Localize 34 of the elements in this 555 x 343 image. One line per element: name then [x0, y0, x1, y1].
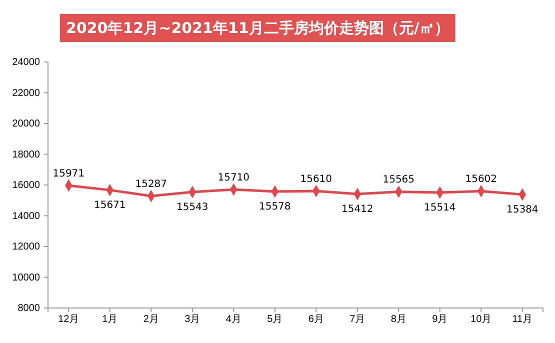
data-label: 15384 — [506, 204, 538, 216]
y-tick-label: 18000 — [12, 149, 40, 160]
x-tick-label: 6月 — [308, 314, 324, 326]
data-label: 15412 — [341, 204, 374, 216]
x-tick-label: 12月 — [58, 314, 80, 326]
data-label: 15514 — [424, 202, 456, 214]
data-label: 15971 — [52, 168, 85, 180]
y-tick-label: 24000 — [12, 57, 40, 68]
data-label: 15578 — [258, 201, 291, 212]
x-tick-label: 5月 — [267, 314, 283, 326]
y-tick-label: 14000 — [12, 210, 40, 222]
x-tick-label: 11月 — [512, 314, 533, 326]
data-label: 15287 — [135, 178, 168, 190]
data-label: 15543 — [176, 202, 208, 214]
data-label: 15602 — [465, 174, 498, 186]
y-tick-label: 10000 — [12, 272, 40, 284]
data-label: 15610 — [300, 174, 332, 185]
y-tick-label: 20000 — [12, 118, 40, 130]
data-label: 15710 — [218, 172, 250, 184]
x-tick-label: 7月 — [350, 314, 366, 326]
x-tick-label: 3月 — [184, 314, 200, 326]
y-tick-label: 12000 — [12, 242, 40, 253]
x-tick-label: 1月 — [102, 314, 118, 326]
x-tick-label: 8月 — [390, 314, 406, 326]
chart-title: 2020年12月~2021年11月二手房均价走势图（元/㎡） — [66, 19, 450, 37]
data-label: 15671 — [94, 200, 126, 212]
y-tick-label: 22000 — [12, 88, 40, 99]
x-tick-label: 9月 — [432, 314, 448, 326]
y-tick-label: 8000 — [18, 303, 40, 314]
x-tick-label: 2月 — [143, 314, 159, 326]
data-label: 15565 — [382, 174, 415, 186]
x-tick-label: 10月 — [470, 314, 492, 326]
y-tick-label: 16000 — [12, 180, 40, 192]
x-tick-label: 4月 — [226, 314, 242, 326]
